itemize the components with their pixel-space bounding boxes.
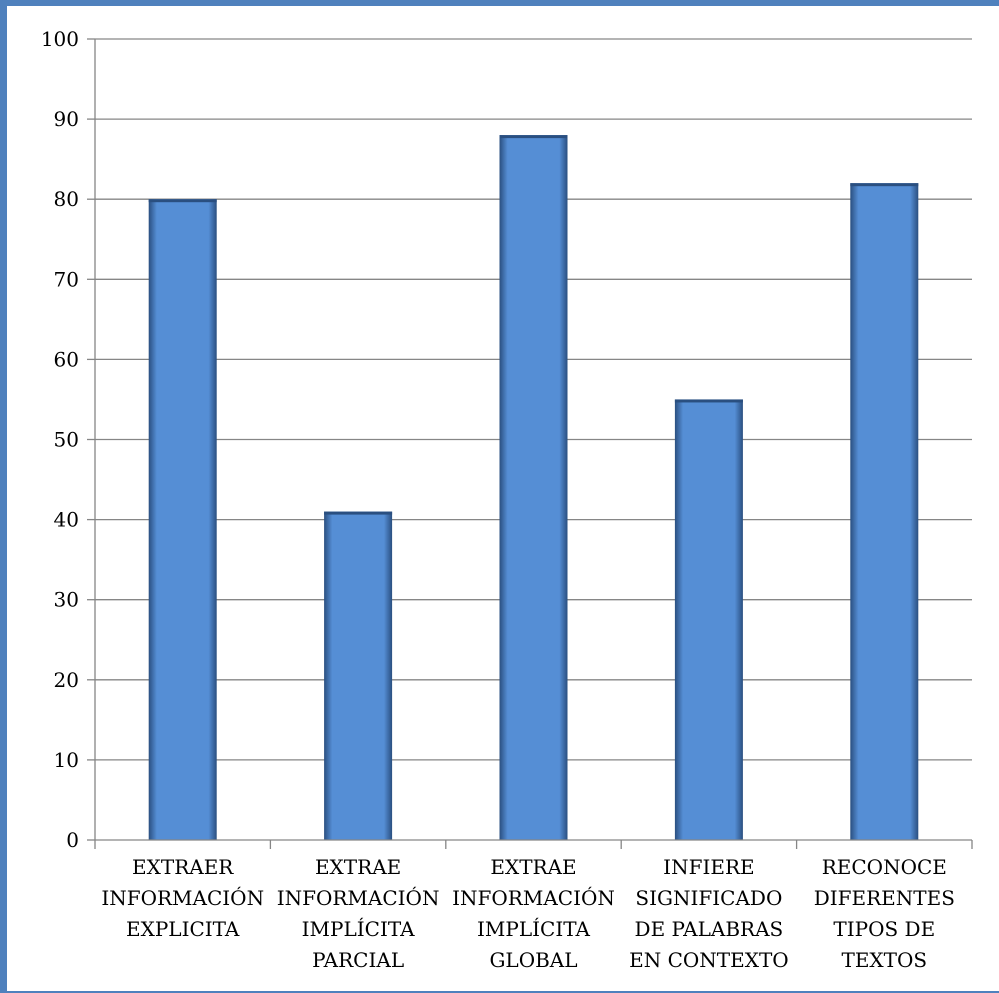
x-category-label-3-line-3: IMPLÍCITA	[477, 917, 590, 941]
x-category-label-5-line-4: TEXTOS	[841, 948, 927, 972]
x-category-label-2-line-4: PARCIAL	[312, 948, 404, 972]
y-tick-label-60: 60	[54, 347, 79, 371]
x-category-label-1-line-1: EXTRAER	[132, 855, 234, 879]
y-tick-label-0: 0	[66, 828, 79, 852]
y-tick-label-70: 70	[54, 267, 79, 291]
bar-top-edge	[148, 199, 217, 203]
x-category-label-5-line-3: TIPOS DE	[833, 917, 935, 941]
x-category-label-5-line-1: RECONOCE	[822, 855, 947, 879]
y-tick-label-30: 30	[54, 588, 79, 612]
bar-body	[324, 511, 393, 840]
bar-2	[324, 511, 393, 840]
bar-body	[850, 183, 919, 840]
y-tick-label-80: 80	[54, 187, 79, 211]
x-category-label-4-line-1: INFIERE	[663, 855, 754, 879]
x-category-label-1-line-3: EXPLICITA	[126, 917, 240, 941]
bar-top-edge	[850, 183, 919, 187]
bar-3	[499, 135, 568, 840]
axes	[87, 38, 973, 849]
bar-top-edge	[674, 399, 743, 403]
x-category-label-2-line-1: EXTRAE	[315, 855, 401, 879]
y-tick-label-100: 100	[41, 27, 79, 51]
bar-4	[674, 399, 743, 840]
y-tick-label-50: 50	[54, 428, 79, 452]
y-tick-label-10: 10	[54, 748, 79, 772]
bar-body	[499, 135, 568, 840]
x-category-labels: EXTRAER INFORMACIÓN EXPLICITA EXTRAE INFORMA…	[101, 855, 955, 972]
x-category-label-2-line-2: INFORMACIÓN	[277, 885, 440, 910]
bars	[148, 135, 919, 840]
x-category-label-3-line-1: EXTRAE	[490, 855, 576, 879]
bar-5	[850, 183, 919, 840]
bar-top-edge	[499, 135, 568, 139]
bar-1	[148, 199, 217, 840]
bar-body	[148, 199, 217, 840]
x-category-label-3-line-2: INFORMACIÓN	[452, 885, 615, 910]
y-tick-label-40: 40	[54, 508, 79, 532]
x-category-label-3-line-4: GLOBAL	[489, 948, 577, 972]
x-category-label-4-line-3: DE PALABRAS	[635, 917, 784, 941]
y-tick-labels: 0 10 20 30 40 50 60 70 80 90 100	[41, 27, 79, 852]
bar-body	[674, 399, 743, 840]
y-tick-label-90: 90	[54, 107, 79, 131]
bar-top-edge	[324, 511, 393, 515]
x-category-label-4-line-2: SIGNIFICADO	[635, 886, 782, 910]
x-category-label-1-line-2: INFORMACIÓN	[101, 885, 264, 910]
x-category-label-2-line-3: IMPLÍCITA	[302, 917, 415, 941]
y-tick-label-20: 20	[54, 668, 79, 692]
x-category-label-4-line-4: EN CONTEXTO	[629, 948, 789, 972]
x-category-label-5-line-2: DIFERENTES	[814, 886, 955, 910]
